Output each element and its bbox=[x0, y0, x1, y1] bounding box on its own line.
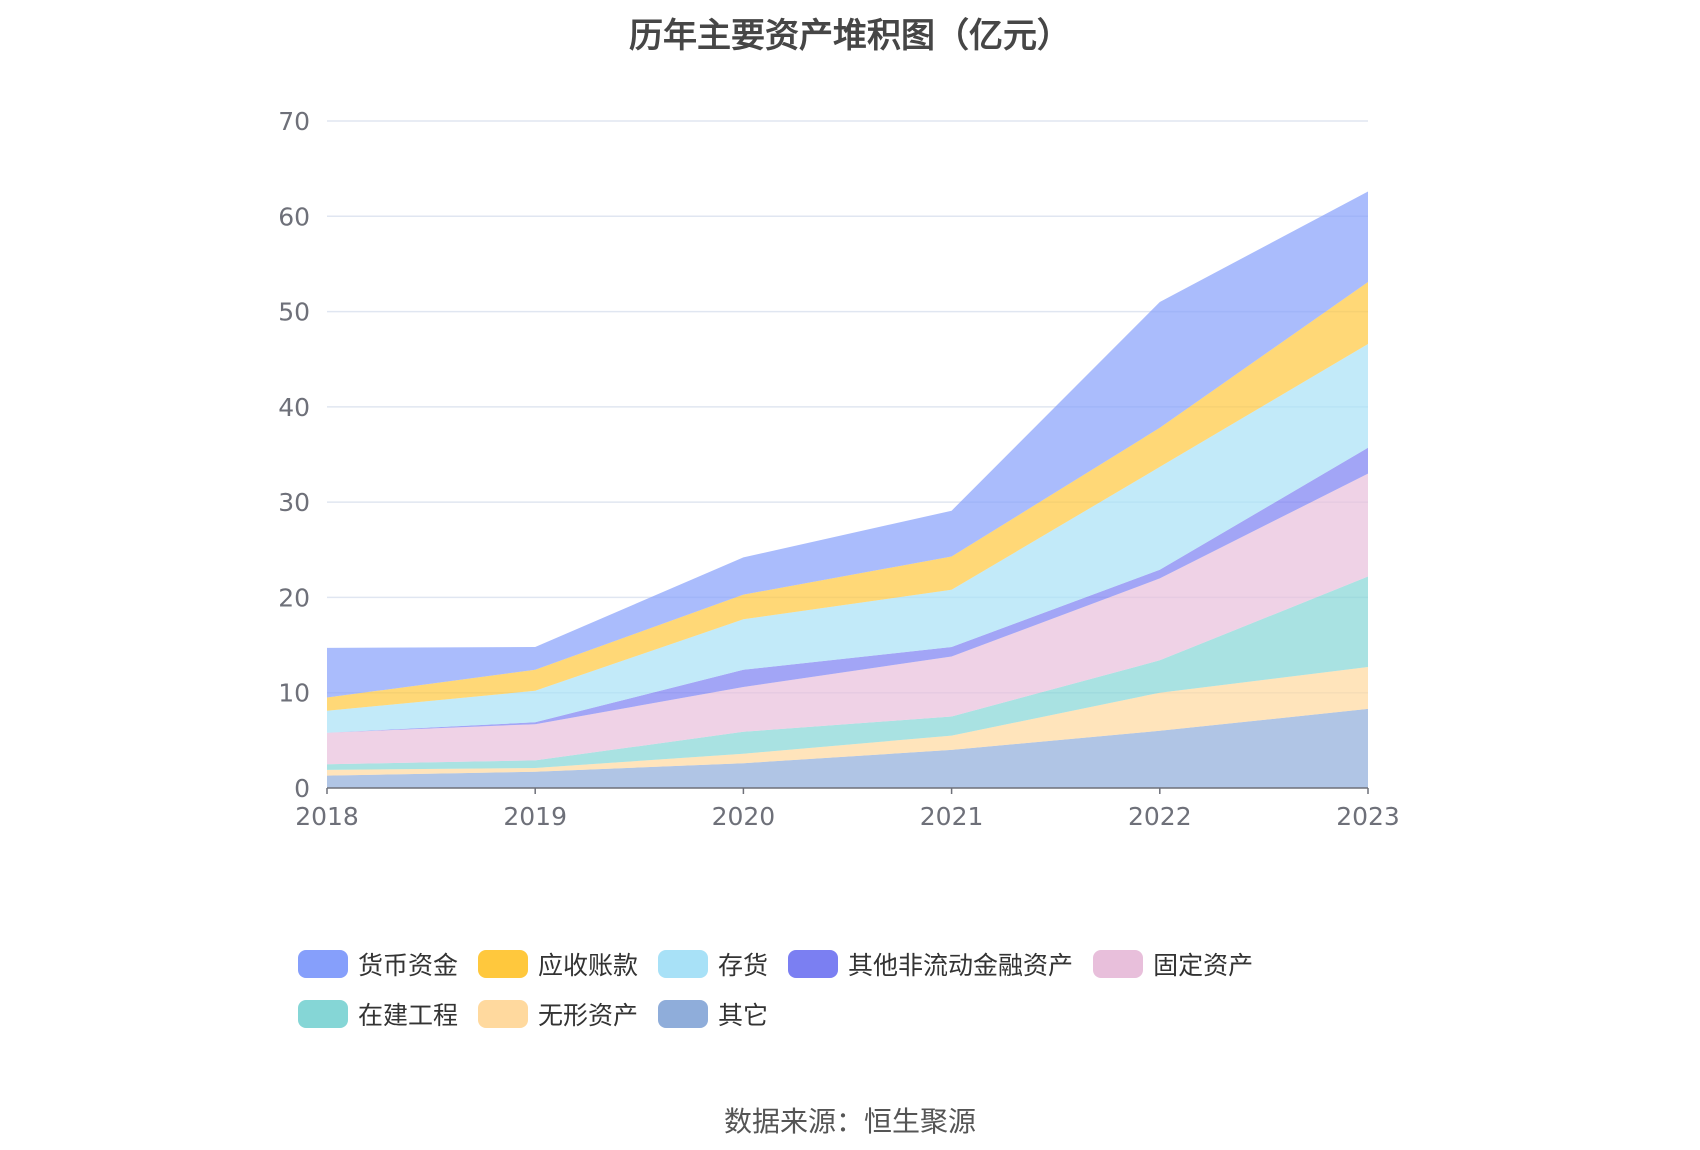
x-tick-label: 2023 bbox=[1336, 802, 1400, 831]
legend-item-2[interactable]: 存货 bbox=[658, 948, 768, 980]
legend-label: 货币资金 bbox=[358, 951, 459, 980]
legend-swatch bbox=[298, 950, 348, 978]
x-tick-label: 2019 bbox=[503, 802, 567, 831]
area-series-1 bbox=[327, 667, 1368, 776]
area-series-2 bbox=[327, 576, 1368, 770]
x-tick-label: 2020 bbox=[712, 802, 776, 831]
chart-title: 历年主要资产堆积图（亿元） bbox=[629, 16, 1071, 56]
legend-swatch bbox=[658, 950, 709, 978]
area-series-5 bbox=[327, 344, 1368, 733]
y-tick-label: 10 bbox=[278, 679, 310, 708]
legend-swatch bbox=[478, 1000, 529, 1028]
legend-item-5[interactable]: 在建工程 bbox=[298, 998, 458, 1030]
legend-item-4[interactable]: 固定资产 bbox=[1093, 948, 1253, 980]
legend-label: 无形资产 bbox=[538, 1001, 639, 1030]
legend-label: 存货 bbox=[718, 951, 769, 980]
legend-item-1[interactable]: 应收账款 bbox=[478, 948, 638, 980]
area-series-3 bbox=[327, 473, 1368, 765]
area-series bbox=[327, 191, 1368, 788]
legend-swatch bbox=[788, 950, 839, 978]
y-tick-label: 30 bbox=[278, 488, 310, 517]
legend-label: 固定资产 bbox=[1153, 951, 1254, 980]
stacked-area-chart: 0 10 20 30 40 50 60 70 2018 2019 2020 2021 2022 2023 bbox=[278, 107, 1400, 831]
x-tick-label: 2022 bbox=[1128, 802, 1192, 831]
legend-item-7[interactable]: 其它 bbox=[658, 998, 768, 1030]
y-tick-label: 20 bbox=[278, 583, 310, 612]
legend-swatch bbox=[1093, 950, 1144, 978]
legend-label: 其它 bbox=[718, 1001, 769, 1030]
legend-item-6[interactable]: 无形资产 bbox=[478, 998, 638, 1030]
x-tick-label: 2021 bbox=[920, 802, 984, 831]
y-tick-label: 40 bbox=[278, 393, 310, 422]
data-source-note: 数据来源：恒生聚源 bbox=[723, 1105, 976, 1138]
legend-label: 其他非流动金融资产 bbox=[848, 951, 1074, 980]
y-tick-label: 60 bbox=[278, 202, 310, 231]
x-tick-label: 2018 bbox=[295, 802, 359, 831]
y-tick-label: 70 bbox=[278, 107, 310, 136]
legend-item-3[interactable]: 其他非流动金融资产 bbox=[788, 948, 1073, 980]
legend-label: 应收账款 bbox=[538, 951, 639, 980]
legend-swatch bbox=[658, 1000, 709, 1028]
legend-item-0[interactable]: 货币资金 bbox=[298, 948, 458, 980]
axes: 0 10 20 30 40 50 60 70 2018 2019 2020 2021 2022 2023 bbox=[278, 107, 1400, 831]
legend-swatch bbox=[298, 1000, 348, 1028]
legend: 货币资金 应收账款 存货 其他非流动金融资产 固定资产在建工程 无形资产 其它 bbox=[298, 948, 1448, 1030]
y-tick-label: 0 bbox=[294, 774, 310, 803]
legend-swatch bbox=[478, 950, 529, 978]
legend-label: 在建工程 bbox=[358, 1001, 459, 1030]
y-tick-label: 50 bbox=[278, 298, 310, 327]
area-series-0 bbox=[327, 708, 1368, 788]
